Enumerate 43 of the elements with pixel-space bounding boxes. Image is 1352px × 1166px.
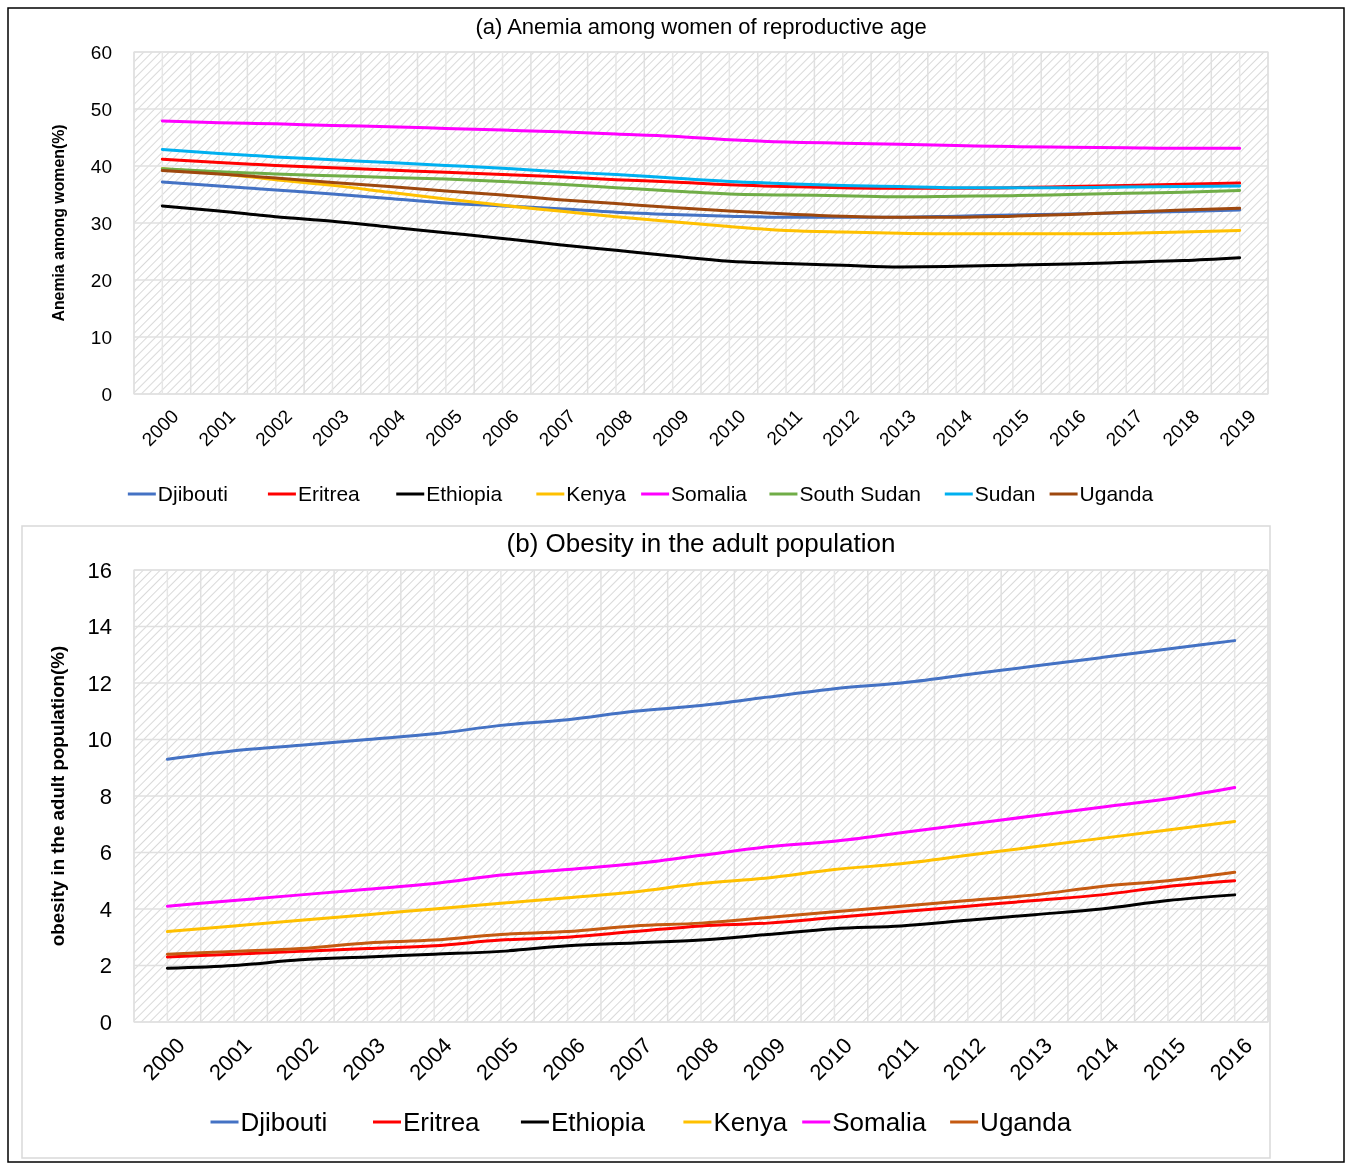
line-series bbox=[160, 119, 1242, 150]
y-tick-label: 60 bbox=[90, 41, 112, 63]
legend-label: Eritrea bbox=[403, 1107, 481, 1138]
y-tick-label: 10 bbox=[87, 727, 112, 753]
y-tick-label: 30 bbox=[90, 212, 112, 234]
y-tick-label: 10 bbox=[90, 326, 112, 348]
line-series bbox=[165, 639, 1237, 761]
y-tick-label: 50 bbox=[90, 98, 112, 120]
legend-label: Somalia bbox=[832, 1107, 927, 1138]
legend-label: Djibouti bbox=[157, 482, 228, 506]
y-tick-label: 4 bbox=[99, 896, 112, 922]
legend-label: Kenya bbox=[713, 1107, 788, 1138]
line-series bbox=[165, 819, 1237, 934]
legend-label: Somalia bbox=[671, 482, 748, 506]
line-series bbox=[165, 786, 1237, 908]
y-tick-label: 8 bbox=[99, 783, 112, 809]
y-tick-label: 14 bbox=[87, 614, 112, 640]
legend-label: Sudan bbox=[974, 482, 1036, 506]
legend-label: Ethiopia bbox=[426, 482, 503, 506]
legend-label: Uganda bbox=[1079, 482, 1154, 506]
y-tick-label: 12 bbox=[87, 670, 112, 696]
y-tick-label: 2 bbox=[99, 953, 112, 979]
line-series bbox=[160, 204, 1242, 269]
chart-title: (a) Anemia among women of reproductive age bbox=[475, 14, 927, 39]
y-tick-label: 40 bbox=[90, 155, 112, 177]
legend-label: Uganda bbox=[980, 1107, 1072, 1138]
legend-label: Ethiopia bbox=[550, 1107, 646, 1138]
y-tick-label: 0 bbox=[99, 1009, 112, 1035]
y-tick-label: 16 bbox=[87, 557, 112, 583]
y-axis-title: Anemia among women(%) bbox=[50, 124, 67, 322]
legend-label: South Sudan bbox=[799, 482, 921, 506]
y-tick-label: 0 bbox=[101, 383, 112, 405]
y-tick-label: 6 bbox=[99, 840, 112, 866]
y-axis-title: obesity in the adult population(%) bbox=[47, 645, 68, 947]
line-series bbox=[160, 167, 1242, 199]
y-tick-label: 20 bbox=[90, 269, 112, 291]
legend-label: Eritrea bbox=[297, 482, 361, 506]
chart-title: (b) Obesity in the adult population bbox=[506, 528, 896, 558]
line-series bbox=[160, 169, 1242, 219]
legend-label: Kenya bbox=[566, 482, 627, 506]
line-series bbox=[165, 893, 1237, 970]
legend-label: Djibouti bbox=[240, 1107, 328, 1138]
line-series bbox=[160, 147, 1242, 190]
